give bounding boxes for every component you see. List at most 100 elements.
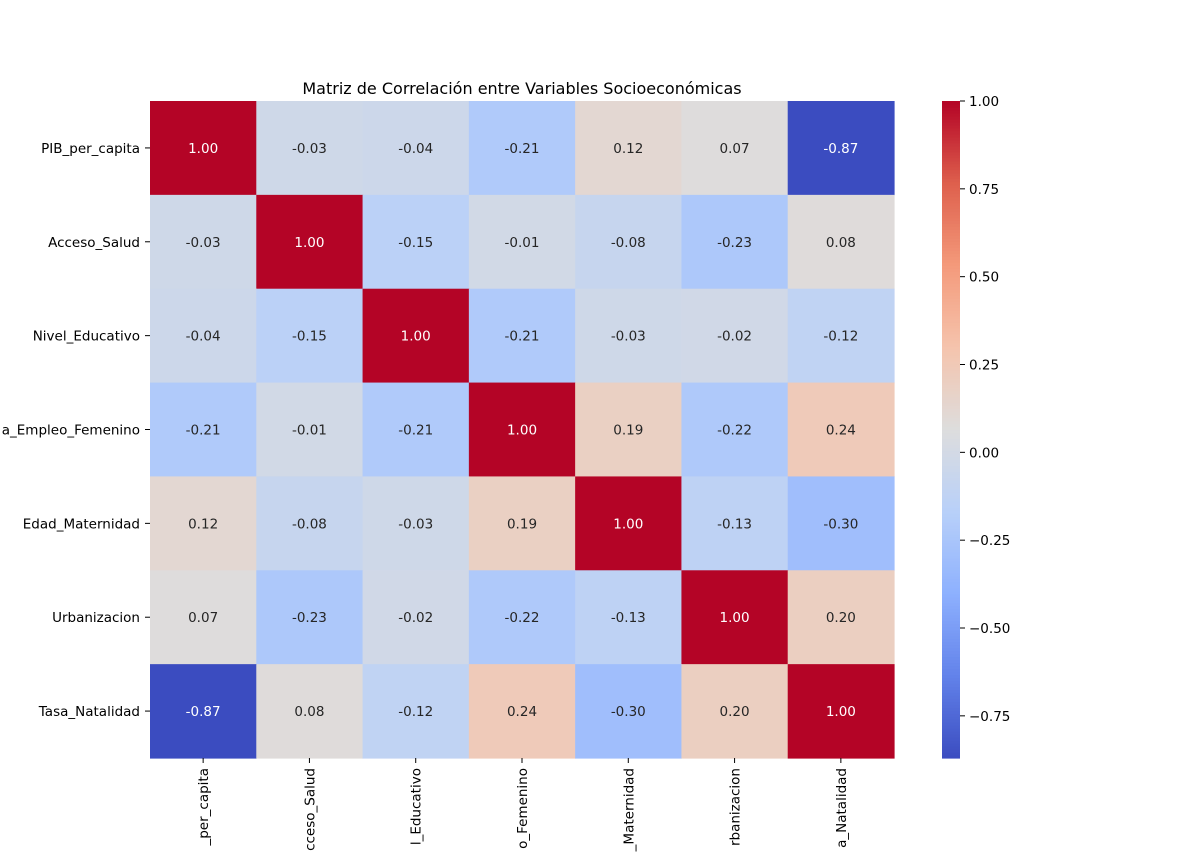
colorbar-strip (942, 375, 960, 380)
cell-value-label: 0.24 (507, 704, 537, 720)
colorbar-strip (942, 345, 960, 350)
cell-value-label: -0.03 (398, 516, 433, 532)
colorbar-strip (942, 528, 960, 532)
heatmap-cell (256, 664, 364, 759)
colorbar-strip (942, 208, 960, 213)
colorbar-strip (942, 214, 960, 219)
colorbar-strip (942, 226, 960, 231)
colorbar-strip (942, 411, 960, 416)
colorbar-strip (942, 319, 960, 323)
chart-title: Matriz de Correlación entre Variables So… (302, 79, 741, 98)
cell-value-label: 0.07 (720, 141, 750, 157)
colorbar-strip (942, 560, 960, 565)
colorbar-strip (942, 435, 960, 440)
cell-value-label: 1.00 (188, 141, 218, 157)
y-tick-label: Nivel_Educativo (33, 329, 140, 345)
x-axis-ticks: _per_capita cceso_Salud l_Educativo o_Femen… (196, 758, 850, 852)
colorbar-tick-label: −0.50 (969, 621, 1010, 637)
colorbar-strip (942, 581, 960, 586)
colorbar-strip (942, 725, 960, 729)
heatmap-cell (362, 288, 470, 384)
colorbar-strip (942, 235, 960, 239)
colorbar-strip (942, 614, 960, 619)
colorbar-strip (942, 103, 960, 108)
x-tick-label: o_Femenino (515, 768, 531, 849)
colorbar-strip (942, 575, 960, 580)
colorbar-strip (942, 629, 960, 634)
cell-value-label: 0.19 (613, 423, 643, 439)
colorbar-strip (942, 480, 960, 484)
colorbar-strip (942, 316, 960, 320)
cell-value-label: 0.19 (507, 516, 537, 532)
colorbar-strip (942, 229, 960, 233)
heatmap-cell (575, 101, 683, 196)
colorbar-strip (942, 680, 960, 684)
heatmap-cell (256, 476, 364, 571)
heatmap-cell (575, 288, 683, 384)
colorbar-strip (942, 569, 960, 574)
colorbar-tick-label: 0.50 (969, 270, 999, 286)
colorbar-strip (942, 534, 960, 538)
colorbar-strip (942, 283, 960, 287)
colorbar-strip (942, 354, 960, 359)
colorbar-strip (942, 324, 960, 329)
cell-value-label: -0.02 (717, 329, 752, 345)
colorbar-strip (942, 241, 960, 245)
heatmap-cell (362, 194, 470, 290)
colorbar-strip (942, 492, 960, 496)
colorbar-strip (942, 620, 960, 625)
colorbar-strip (942, 142, 960, 147)
colorbar-strip (942, 605, 960, 610)
colorbar-strip (942, 169, 960, 174)
colorbar-strip (942, 468, 960, 472)
colorbar-strip (942, 217, 960, 222)
heatmap-cell (256, 101, 364, 196)
colorbar-strip (942, 154, 960, 159)
colorbar-strip (942, 692, 960, 696)
cell-value-label: -0.22 (505, 610, 540, 626)
cell-value-label: 0.08 (294, 704, 324, 720)
colorbar-strip (942, 737, 960, 741)
heatmap-cell (575, 194, 683, 290)
heatmap-cell (681, 382, 789, 478)
heatmap-cell (362, 476, 470, 571)
colorbar-strip (942, 653, 960, 658)
heatmap-cell (787, 194, 895, 290)
colorbar-strip (942, 366, 960, 371)
heatmap-cell (256, 288, 364, 384)
colorbar-strip (942, 584, 960, 589)
colorbar-strip (942, 668, 960, 672)
colorbar-strip (942, 247, 960, 251)
heatmap-cell (787, 476, 895, 571)
colorbar-strip (942, 587, 960, 592)
colorbar-strip (942, 548, 960, 553)
colorbar-strip (942, 109, 960, 114)
colorbar-strip (942, 656, 960, 661)
colorbar-strip (942, 321, 960, 326)
colorbar-strip (942, 599, 960, 604)
colorbar-strip (942, 525, 960, 529)
heatmap-cell (362, 101, 470, 196)
colorbar-strip (942, 172, 960, 177)
colorbar-strip (942, 202, 960, 207)
colorbar-strip (942, 181, 960, 186)
y-tick-label: a_Empleo_Femenino (2, 423, 140, 439)
cell-value-label: 1.00 (613, 516, 643, 532)
cell-value-label: -0.01 (505, 235, 540, 251)
heatmap-cell (787, 101, 895, 196)
colorbar-strip (942, 731, 960, 735)
heatmap-cell (150, 194, 257, 290)
colorbar-strip (942, 635, 960, 640)
cell-value-label: -0.87 (823, 141, 858, 157)
colorbar-strip (942, 713, 960, 717)
colorbar-strip (942, 566, 960, 571)
colorbar-strip (942, 130, 960, 135)
cell-value-label: -0.03 (611, 329, 646, 345)
colorbar-strip (942, 259, 960, 263)
y-tick-label: Urbanizacion (52, 610, 140, 626)
colorbar-strip (942, 268, 960, 272)
cell-value-label: 0.12 (188, 516, 218, 532)
colorbar-strip (942, 426, 960, 431)
colorbar-strip (942, 327, 960, 332)
